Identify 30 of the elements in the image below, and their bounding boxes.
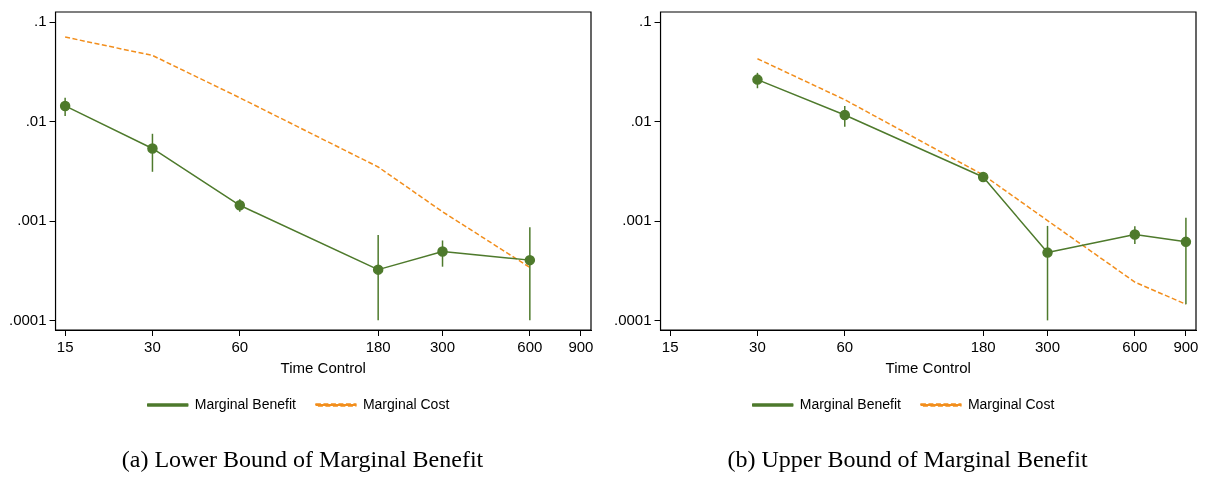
y-tick-label: .0001 [8, 310, 47, 328]
x-tick-label: 600 [517, 338, 543, 356]
y-tick-label: .01 [25, 111, 47, 129]
text: (b) Upper Bound of Marginal Benefit [726, 446, 1089, 473]
x-tick-label: 30 [749, 338, 766, 356]
x-tick-label: 900 [1173, 338, 1199, 356]
x-tick-label: 30 [144, 338, 161, 356]
y-tick-label: .1 [639, 12, 652, 30]
legend-label: Marginal Cost [362, 395, 450, 412]
x-axis-title: Time Control [280, 359, 366, 377]
x-tick-label: 60 [836, 338, 854, 356]
y-tick-label: .0001 [613, 310, 652, 328]
x-tick-label: 180 [365, 338, 391, 356]
y-tick-label: .01 [630, 111, 652, 129]
x-tick-label: 900 [568, 338, 594, 356]
x-tick-label: 15 [661, 338, 679, 356]
y-tick-label: .001 [17, 211, 47, 229]
legend-label: Marginal Benefit [799, 395, 902, 412]
x-tick-label: 60 [231, 338, 249, 356]
x-tick-label: 300 [430, 338, 456, 356]
legend-label: Marginal Benefit [194, 395, 297, 412]
x-tick-label: 600 [1122, 338, 1148, 356]
x-tick-label: 300 [1035, 338, 1061, 356]
x-tick-label: 180 [970, 338, 996, 356]
x-axis-title: Time Control [885, 359, 971, 377]
y-tick-label: .1 [34, 12, 47, 30]
legend-label: Marginal Cost [967, 395, 1055, 412]
y-tick-label: .001 [622, 211, 652, 229]
x-tick-label: 15 [56, 338, 74, 356]
text: (a) Lower Bound of Marginal Benefit [120, 446, 485, 473]
